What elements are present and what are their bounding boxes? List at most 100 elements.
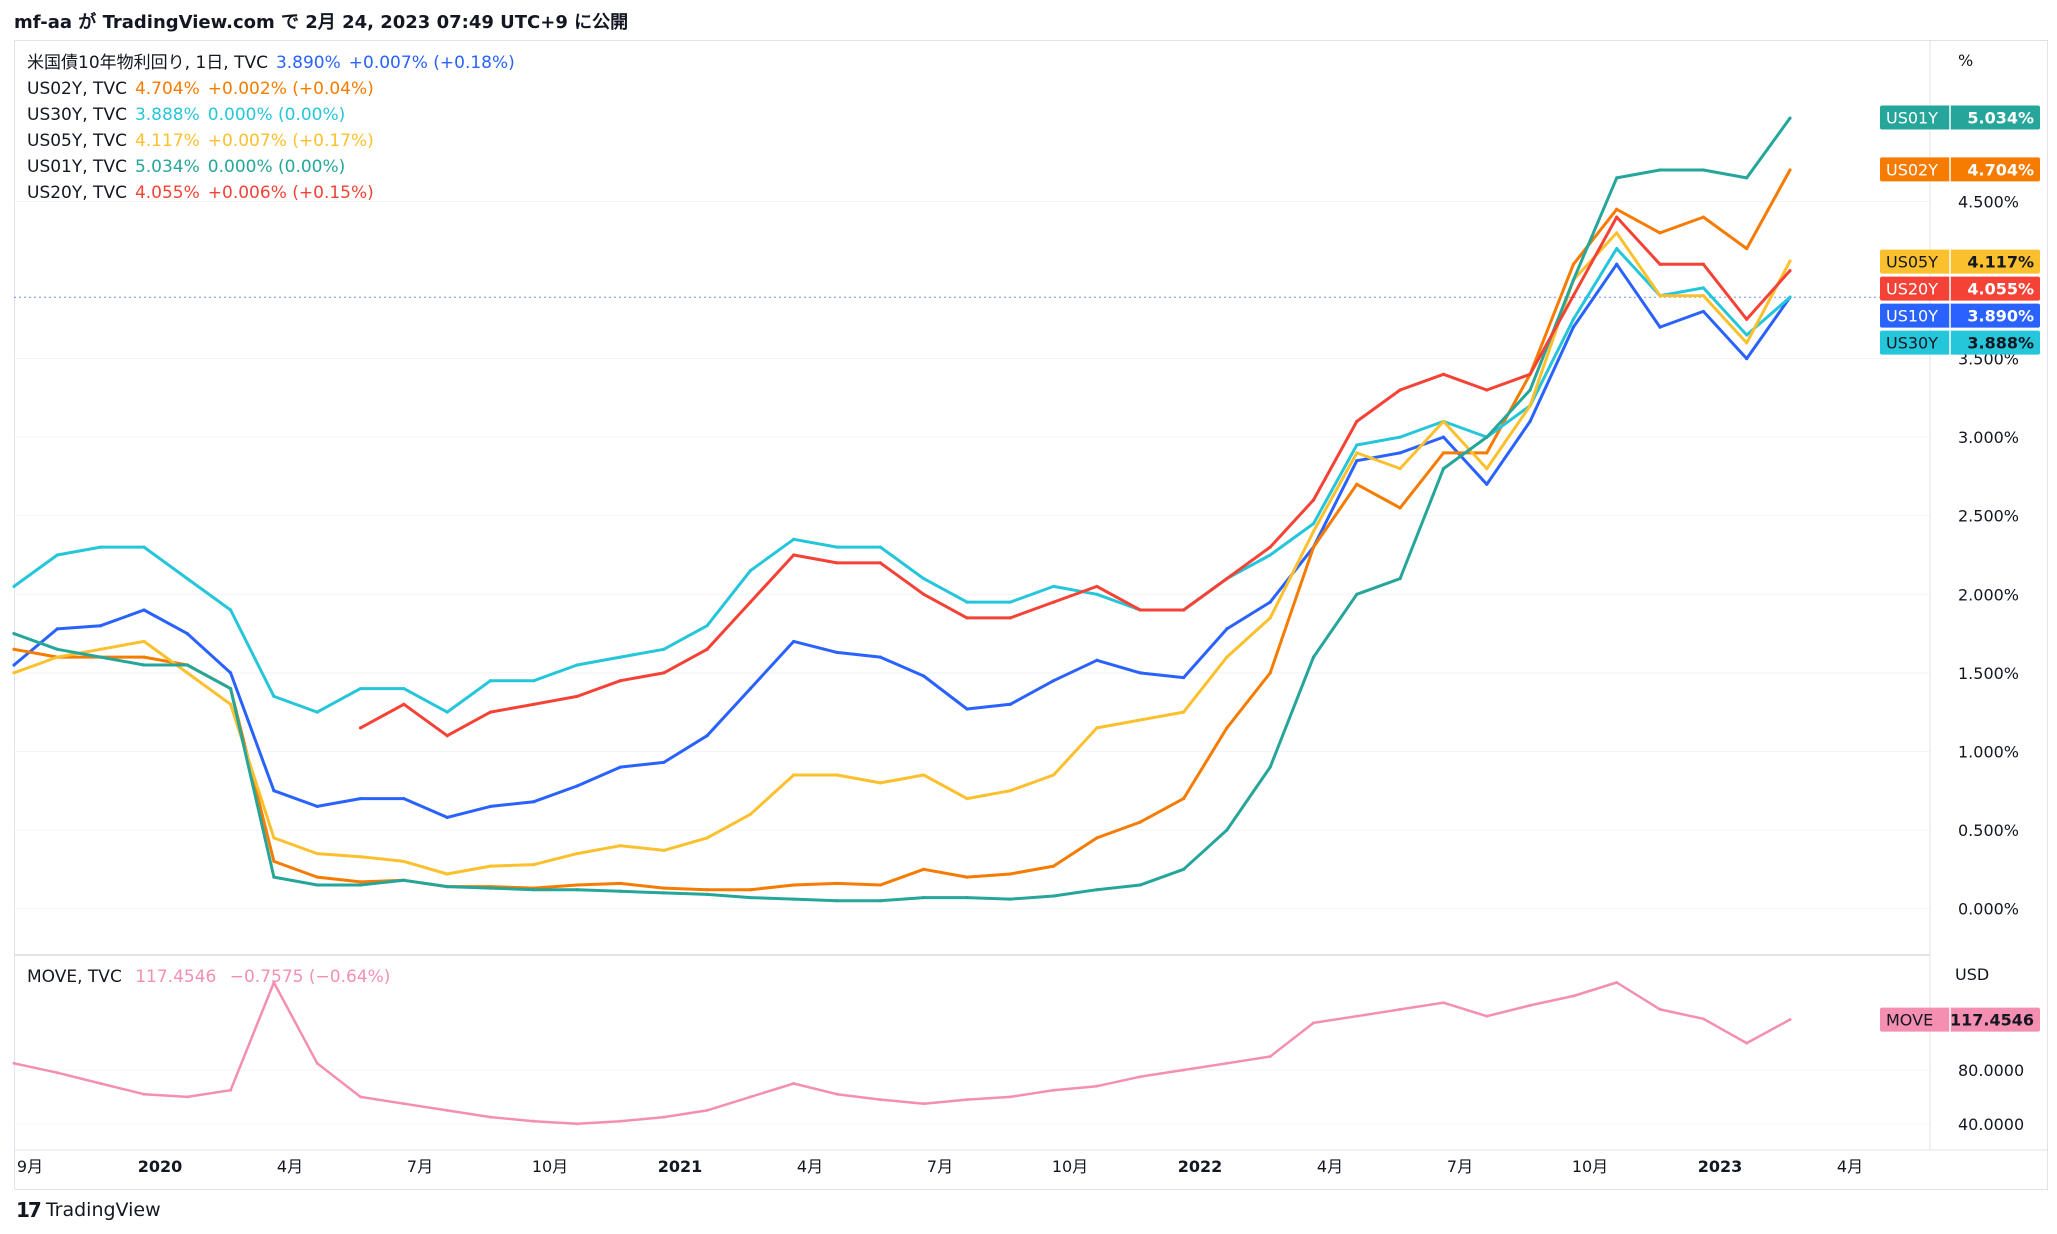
data-point-us01y: [1398, 576, 1402, 581]
time-axis-label: 7月: [927, 1157, 953, 1176]
data-point-us02y: [748, 888, 752, 892]
data-point-us05y: [1008, 789, 1012, 793]
data-point-us05y: [228, 702, 233, 706]
legend-row[interactable]: US02Y, TVC 4.704% +0.002% (+0.04%): [27, 76, 523, 102]
data-point-move: [1615, 981, 1619, 984]
data-point-move: [1441, 1001, 1445, 1005]
data-point-us10y: [228, 671, 233, 675]
data-point-us02y: [835, 881, 839, 886]
data-point-us30y: [1095, 592, 1099, 596]
data-point-us02y: [272, 859, 276, 864]
data-point-us10y: [1615, 262, 1619, 266]
time-axis-label: 10月: [1052, 1157, 1088, 1176]
data-point-us30y: [12, 584, 16, 589]
data-point-us05y: [922, 773, 926, 777]
data-point-us30y: [1355, 443, 1359, 447]
data-point-us30y: [142, 545, 146, 549]
legend-row[interactable]: US30Y, TVC 3.888% 0.000% (0.00%): [27, 102, 523, 128]
data-point-us05y: [1441, 419, 1446, 424]
data-point-us30y: [748, 569, 752, 573]
data-point-us20y: [618, 679, 623, 683]
data-point-us02y: [1052, 864, 1056, 868]
price-tag-name: US02Y: [1886, 160, 1938, 179]
data-point-us10y: [1571, 325, 1576, 329]
data-point-us02y: [618, 881, 623, 886]
data-point-us20y: [878, 561, 882, 565]
legend-change: +0.007% (+0.17%): [207, 131, 374, 151]
data-point-us05y: [1181, 710, 1186, 714]
data-point-us30y: [185, 576, 189, 581]
data-point-us20y: [1268, 545, 1272, 549]
data-point-us02y: [12, 647, 16, 651]
data-point-us01y: [575, 888, 579, 892]
data-point-us30y: [1745, 333, 1749, 337]
series-line-us05y[interactable]: [13, 231, 1792, 876]
data-point-us05y: [575, 851, 579, 856]
data-point-us30y: [1311, 521, 1316, 526]
data-point-us10y: [315, 804, 319, 809]
time-axis[interactable]: 9月 2020 4月 7月 10月 2021 4月 7月 10月 2022 4月 7月 10月 2023 4…: [17, 1157, 1863, 1176]
data-point-us30y: [1052, 584, 1056, 589]
series-line-us10y[interactable]: [13, 262, 1792, 819]
price-tag-name: US05Y: [1886, 253, 1938, 272]
move-axis-tick: 80.0000: [1958, 1061, 2024, 1080]
move-axis-tick: 40.0000: [1958, 1115, 2024, 1134]
data-point-us10y: [1181, 675, 1186, 680]
data-point-move: [315, 1061, 319, 1065]
data-point-us05y: [1225, 655, 1229, 659]
price-tag-name: US20Y: [1886, 280, 1938, 299]
price-tag-value: 4.704%: [1967, 160, 2034, 179]
data-point-us05y: [878, 781, 882, 785]
data-point-us10y: [1441, 435, 1446, 439]
legend-row[interactable]: US05Y, TVC 4.117% +0.007% (+0.17%): [27, 128, 523, 154]
series-line-move[interactable]: [13, 981, 1791, 1126]
data-point-move: [835, 1092, 839, 1096]
time-axis-label: 4月: [1317, 1157, 1343, 1176]
time-axis-label: 4月: [277, 1157, 303, 1176]
legend-row[interactable]: US01Y, TVC 5.034% 0.000% (0.00%): [27, 154, 523, 180]
series-line-us02y[interactable]: [13, 169, 1792, 892]
data-point-us10y: [965, 707, 969, 711]
move-legend: MOVE, TVC 117.4546 −0.7575 (−0.64%): [27, 967, 390, 987]
data-point-us20y: [1745, 317, 1749, 321]
data-point-us05y: [1398, 466, 1402, 471]
data-point-us10y: [12, 663, 16, 667]
data-point-us20y: [1181, 608, 1186, 612]
data-point-us05y: [1788, 259, 1792, 263]
series-line-us01y[interactable]: [13, 117, 1792, 903]
series-line-us20y[interactable]: [359, 215, 1792, 738]
price-tags: US01Y 5.034% US02Y 4.704% US05Y 4.117% US20Y 4.…: [1880, 105, 2040, 1032]
tradingview-logo[interactable]: 17 TradingView: [16, 1198, 161, 1222]
data-point-move: [12, 1061, 16, 1065]
data-point-us30y: [532, 679, 536, 683]
data-point-us10y: [488, 804, 493, 809]
data-point-us05y: [142, 639, 146, 644]
data-point-us01y: [1268, 765, 1272, 769]
data-point-us05y: [1701, 294, 1705, 298]
data-point-us20y: [488, 710, 493, 714]
data-point-us01y: [1225, 828, 1229, 832]
legend-row[interactable]: US20Y, TVC 4.055% +0.006% (+0.15%): [27, 180, 523, 206]
data-point-us30y: [792, 537, 796, 541]
move-price-axis[interactable]: 80.0000 40.0000: [1958, 1061, 2024, 1134]
move-legend-symbol[interactable]: MOVE, TVC: [27, 967, 122, 987]
legend-row[interactable]: 米国債10年物利回り, 1日, TVC 3.890% +0.007% (+0.18%…: [27, 50, 523, 76]
data-point-us05y: [532, 862, 536, 867]
data-point-us30y: [835, 545, 839, 549]
legend-symbol: US20Y, TVC: [27, 183, 127, 203]
data-point-us02y: [1658, 231, 1662, 235]
move-legend-value: 117.4546: [135, 967, 217, 987]
price-axis[interactable]: 4.500%3.500%3.000%2.500%2.000%1.500%1.00…: [1958, 192, 2019, 918]
price-tag-us10y: US10Y 3.890%: [1880, 303, 2040, 328]
data-point-move: [792, 1081, 796, 1085]
data-point-us02y: [1008, 872, 1012, 876]
series-line-us30y[interactable]: [13, 247, 1791, 714]
data-point-us01y: [878, 899, 882, 903]
data-point-us30y: [878, 545, 882, 549]
price-axis-tick: 2.000%: [1958, 585, 2019, 604]
data-point-us01y: [1485, 435, 1489, 439]
data-point-us05y: [705, 836, 709, 840]
data-point-us20y: [1138, 608, 1142, 612]
data-point-us10y: [142, 608, 146, 612]
